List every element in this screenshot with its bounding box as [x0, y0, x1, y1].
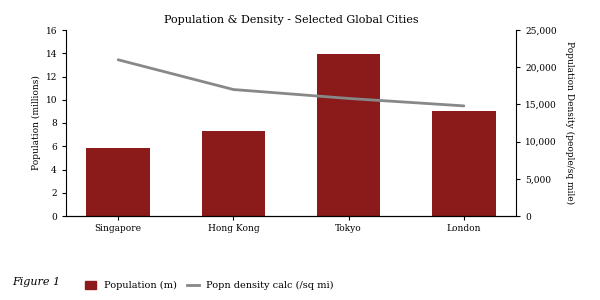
Text: Figure 1: Figure 1	[12, 277, 60, 287]
Bar	[202, 130, 265, 216]
Legend: Population (m), Popn density calc (/sq mi): Population (m), Popn density calc (/sq m…	[83, 279, 336, 292]
Bar	[86, 148, 150, 216]
Y-axis label: Population Density (people/sq mile): Population Density (people/sq mile)	[565, 41, 574, 205]
Bar	[317, 54, 380, 216]
Title: Population & Density - Selected Global Cities: Population & Density - Selected Global C…	[164, 15, 418, 25]
Bar	[432, 111, 496, 216]
Y-axis label: Population (millions): Population (millions)	[32, 76, 41, 170]
